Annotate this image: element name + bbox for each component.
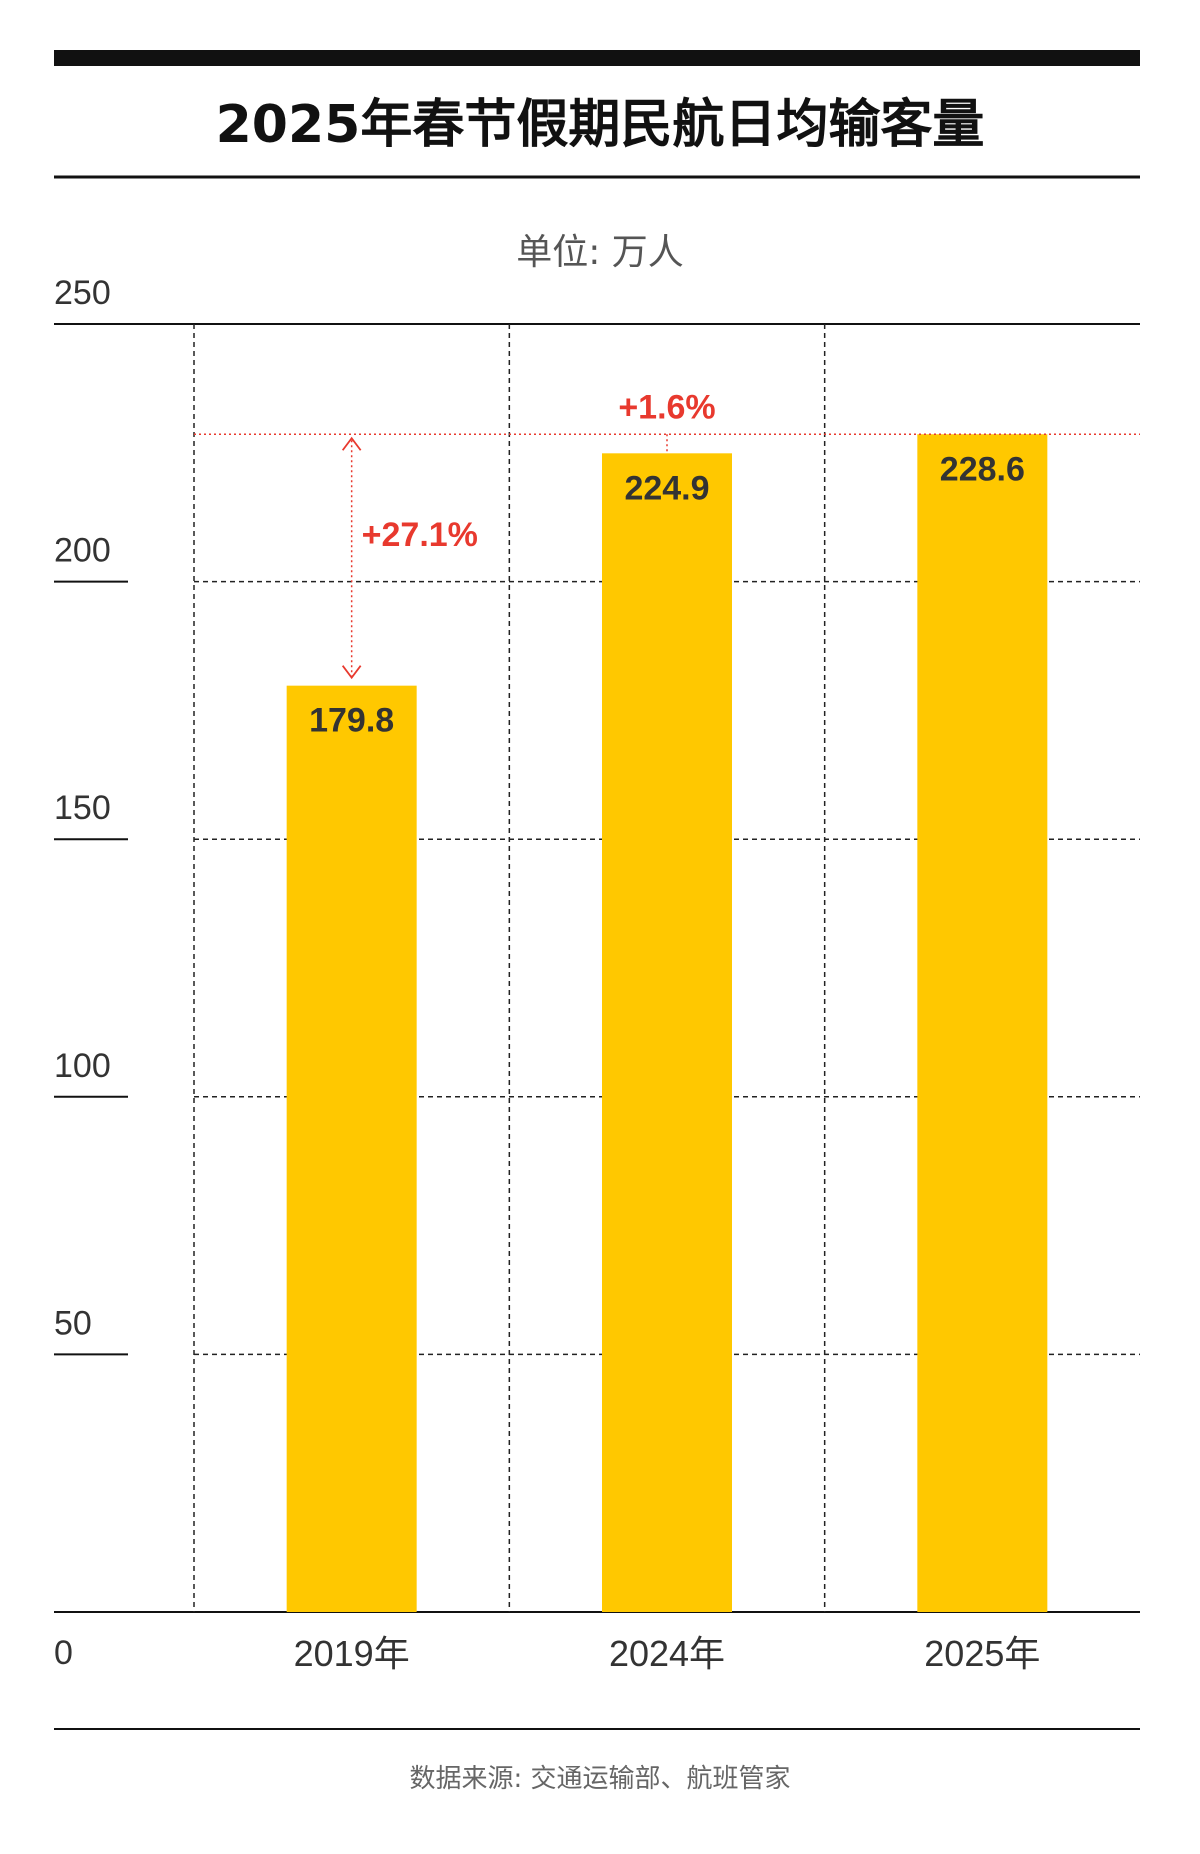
y-tick-label: 250 (54, 274, 111, 312)
arrow-up-icon (341, 436, 362, 451)
y-tick-label: 50 (54, 1304, 92, 1342)
growth-label-2024: +1.6% (618, 388, 715, 426)
arrow-down-icon (341, 665, 362, 680)
bar-2024年 (602, 453, 732, 1612)
x-tick-label: 2019年 (294, 1633, 410, 1674)
x-axis-labels: 2019年 2024年 2025年 (294, 1633, 1041, 1674)
y-tick-label: 0 (54, 1634, 73, 1672)
y-tick-label: 200 (54, 532, 111, 570)
growth-label-2019: +27.1% (362, 516, 478, 554)
annotations-group: +27.1% +1.6% (194, 388, 1140, 680)
bar-value-label: 224.9 (624, 469, 709, 507)
unit-label: 单位: 万人 (516, 232, 684, 273)
bar-2025年 (917, 434, 1048, 1612)
chart-title: 2025年春节假期民航日均输客量 (216, 95, 985, 155)
y-tick-label: 150 (54, 789, 111, 827)
y-axis-ticks: 0 50 100 150 200 250 (54, 274, 111, 1672)
top-thick-rule (54, 50, 1140, 66)
bar-value-label: 228.6 (940, 450, 1025, 488)
x-tick-label: 2025年 (924, 1633, 1040, 1674)
bars-group: 179.8 224.9 228.6 (286, 434, 1048, 1612)
source-note: 数据来源: 交通运输部、航班管家 (409, 1764, 790, 1794)
y-tick-label: 100 (54, 1047, 111, 1085)
bar-value-label: 179.8 (309, 702, 394, 740)
x-tick-label: 2024年 (609, 1633, 725, 1674)
bar-2019年 (286, 685, 417, 1612)
